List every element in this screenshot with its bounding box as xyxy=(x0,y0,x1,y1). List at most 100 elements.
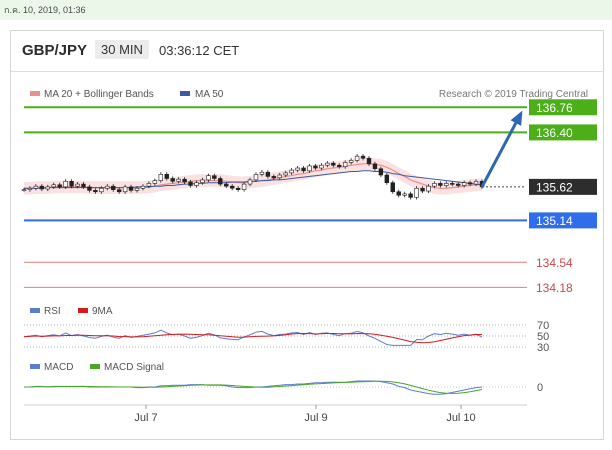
candle-body xyxy=(27,187,33,190)
candle-body xyxy=(170,178,175,182)
candle-body xyxy=(93,190,98,193)
rsi9-legend-swatch xyxy=(78,308,88,313)
timeframe-badge[interactable]: 30 MIN xyxy=(95,40,149,59)
macd-signal-legend-swatch xyxy=(90,364,100,369)
candle-body xyxy=(164,174,169,179)
level-label-5: 134.18 xyxy=(536,281,573,295)
candle-body xyxy=(283,172,288,176)
candle-body xyxy=(206,175,211,181)
level-label-4: 134.54 xyxy=(536,256,573,270)
x-axis: Jul 7 Jul 9 Jul 10 xyxy=(24,404,527,424)
candle-body xyxy=(63,180,68,188)
candle-body xyxy=(229,185,235,189)
candle-body xyxy=(432,183,437,187)
level-label-0: 136.76 xyxy=(536,101,573,115)
x-tick-label-1: Jul 9 xyxy=(304,412,327,424)
candle-body xyxy=(450,183,455,185)
candle-body xyxy=(45,186,50,190)
candle-body xyxy=(307,165,312,172)
moving-averages xyxy=(24,163,483,189)
macd-legend-swatch xyxy=(30,364,40,369)
candle-body xyxy=(21,189,27,191)
candle-body xyxy=(473,180,479,185)
level-label-1: 136.40 xyxy=(536,126,573,140)
macd-legend-label: MACD xyxy=(44,362,73,373)
bollinger-fill xyxy=(24,157,482,195)
candle-body xyxy=(396,191,401,196)
credit-text: Research © 2019 Trading Central xyxy=(439,89,588,100)
chart-frame: GBP/JPY 30 MIN 03:36:12 CET xyxy=(10,30,604,440)
candle-body xyxy=(75,183,80,187)
chart-header: GBP/JPY 30 MIN 03:36:12 CET xyxy=(11,31,603,71)
rsi-legend-label: RSI xyxy=(44,306,61,317)
ma20-legend-swatch xyxy=(30,91,40,96)
rsi9-legend-label: 9MA xyxy=(92,306,113,317)
candle-body xyxy=(247,179,253,185)
candle-body xyxy=(158,174,164,181)
candle-body xyxy=(39,185,45,190)
candle-body xyxy=(224,183,229,187)
candle-body xyxy=(176,178,181,182)
candle-body xyxy=(337,164,342,167)
rsi-tick-70: 70 xyxy=(537,320,549,332)
timestamp: ก.ค. 10, 2019, 01:36 xyxy=(0,0,612,20)
candle-body xyxy=(241,183,247,190)
candle-body xyxy=(331,162,336,166)
candle-body xyxy=(366,157,372,165)
candle-body xyxy=(271,176,277,179)
macd-signal-legend-label: MACD Signal xyxy=(104,362,164,373)
candle-body xyxy=(259,171,265,175)
x-tick-label-2: Jul 10 xyxy=(446,412,475,424)
candle-body xyxy=(146,183,152,187)
arrow-head xyxy=(510,110,523,126)
candle-body xyxy=(218,178,223,185)
candle-body xyxy=(116,189,122,193)
level-label-2: 135.62 xyxy=(536,180,573,194)
level-label-box-0 xyxy=(529,99,597,116)
candle-body xyxy=(57,184,62,188)
candle-body xyxy=(408,193,413,198)
candle-body xyxy=(111,185,116,190)
candle-body xyxy=(194,182,199,186)
candle-body xyxy=(301,167,306,172)
candle-body xyxy=(69,180,74,187)
candle-body xyxy=(342,162,348,167)
candle-body xyxy=(319,164,324,169)
candle-body xyxy=(200,179,205,183)
candle-body xyxy=(105,185,110,189)
rsi-legend-swatch xyxy=(30,308,40,313)
ma50-legend-label: MA 50 xyxy=(195,89,224,100)
rsi-tick-50: 50 xyxy=(537,331,549,343)
candle-body xyxy=(33,185,39,189)
candle-body xyxy=(152,180,158,184)
candle-body xyxy=(128,186,134,191)
candle-body xyxy=(461,182,467,186)
rsi-tick-30: 30 xyxy=(537,342,549,354)
candle-body xyxy=(99,187,104,193)
macd-line xyxy=(24,380,483,395)
candle-body xyxy=(188,181,193,186)
level-label-box-3 xyxy=(529,212,597,229)
candle-body xyxy=(390,182,395,193)
level-label-3: 135.14 xyxy=(536,214,573,228)
candles xyxy=(21,154,485,200)
level-label-box-2 xyxy=(529,178,597,195)
candle-body xyxy=(467,182,473,185)
macd-panel: 0 xyxy=(24,380,543,395)
candle-body xyxy=(313,165,318,169)
rsi-line xyxy=(23,329,483,346)
candle-body xyxy=(140,185,146,189)
candle-body xyxy=(360,155,366,159)
candle-body xyxy=(122,186,128,193)
candle-body xyxy=(378,168,384,176)
candle-body xyxy=(414,187,419,198)
ma50-legend-swatch xyxy=(180,91,190,96)
candle-body xyxy=(438,183,443,186)
clock-text: 03:36:12 CET xyxy=(159,43,240,58)
candle-body xyxy=(212,175,217,179)
candle-body xyxy=(81,183,86,188)
candle-body xyxy=(87,186,92,191)
arrow-shaft xyxy=(480,112,523,188)
